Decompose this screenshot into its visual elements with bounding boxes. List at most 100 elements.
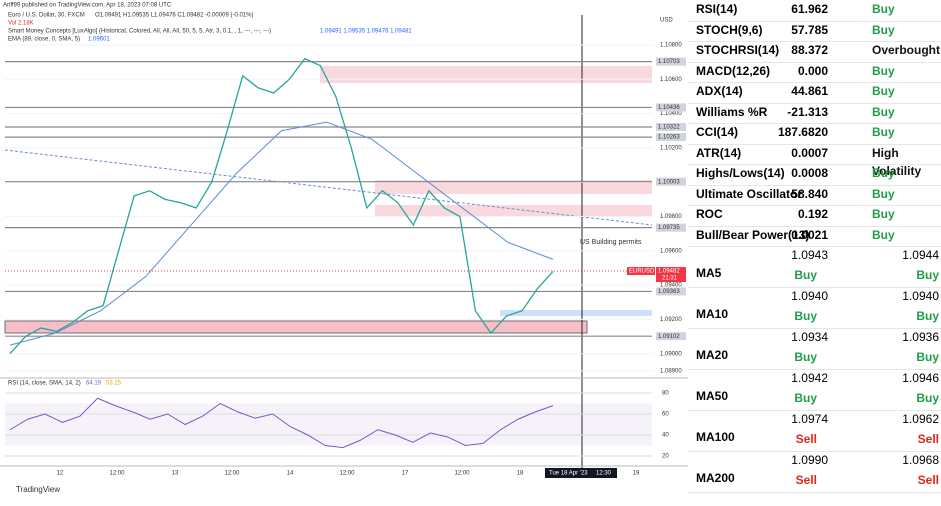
level-box (656, 103, 686, 112)
ma-action: Buy (916, 391, 939, 405)
ma-name: MA5 (696, 266, 722, 280)
cursor-box (545, 468, 617, 478)
indicator-action: High Volatility (872, 145, 922, 178)
indicator-name: ROC (696, 207, 723, 221)
ma-action: Buy (794, 350, 817, 364)
symbol: Euro / U.S. Dollar, 30, FXCM (8, 13, 85, 19)
level-box (656, 133, 686, 142)
indicator-action: Buy (872, 22, 895, 37)
indicator-value: 0.192 (797, 207, 828, 221)
ma-value: 1.0962 (902, 412, 939, 426)
indicator-name: ADX(14) (696, 84, 743, 98)
x-tick-label: 18 (517, 471, 524, 477)
indicator-row: CCI(14) 187.6820 Buy (688, 123, 941, 145)
ma-row: MA100 1.0974 Sell 1.0962 Sell (688, 410, 941, 452)
indicator-name: Ultimate Oscillator (696, 186, 803, 201)
indicator-name: RSI(14) (696, 2, 738, 16)
y-tick-label: 1.10200 (660, 145, 682, 151)
indicator-action: Buy (872, 104, 895, 119)
x-tick-label: 12:00 (454, 471, 470, 477)
indicator-value: 0.0007 (791, 145, 828, 160)
indicator-name: ATR(14) (696, 145, 742, 160)
x-tick-label: 14 (287, 471, 294, 477)
ma-row: MA20 1.0934 Buy 1.0936 Buy (688, 328, 941, 370)
indicator-name: MACD(12,26) (696, 63, 771, 78)
zone (320, 66, 652, 83)
ma-name: MA50 (696, 389, 729, 403)
ma-action: Sell (917, 473, 939, 487)
indicator-value: 57.785 (791, 22, 828, 37)
level-label: 1.10436 (658, 105, 680, 111)
indicator-name: Williams %R (696, 104, 768, 119)
zone (375, 180, 652, 194)
level-label: 1.10003 (658, 179, 680, 185)
indicator-row: Bull/Bear Power(13) 0.0021 Buy (688, 226, 941, 247)
rsi-title: RSI (14, close, SMA, 14, 2) (8, 381, 81, 387)
indicator-table: RSI(14) 61.962 Buy STOCH(9,6) 57.785 Buy STOCH… (688, 0, 941, 501)
price-line (9, 57, 554, 355)
cursor-time: 12:30 (596, 471, 612, 477)
indicator-action: Buy (872, 186, 895, 201)
indicator-value: 88.372 (791, 43, 828, 57)
y-tick-label: 1.08900 (660, 368, 682, 374)
indicator-row: STOCHRSI(14) 88.372 Overbought (688, 41, 941, 63)
zone (375, 205, 652, 217)
ma-action: Sell (795, 432, 817, 446)
chart: Ariff99 published on TradingView.com, Ap… (0, 2, 688, 495)
indicator-name: STOCHRSI(14) (696, 43, 780, 57)
ma-name: MA20 (696, 348, 729, 362)
ma-value: 1.0943 (791, 248, 828, 262)
y-tick-label: 1.10800 (660, 43, 682, 49)
trend-line (4, 149, 653, 226)
smc-values: 1.09491 1.09535 1.09476 1.09481 (320, 29, 412, 35)
indicator-value: 187.6820 (777, 125, 828, 139)
y-tick-label: 1.09600 (660, 248, 682, 254)
level-box (656, 332, 686, 341)
ma-name: MA200 (696, 471, 735, 485)
last-label: 1.09482 (658, 269, 680, 275)
level-label: 1.09363 (658, 289, 680, 295)
ma-action: Sell (795, 473, 817, 487)
ma-action: Buy (916, 268, 939, 282)
y-tick-label: 1.10600 (660, 77, 682, 83)
currency: USD (660, 18, 673, 24)
ma-action: Sell (917, 432, 939, 446)
ma-name: MA10 (696, 307, 729, 321)
rsi-value: 64.19 (86, 381, 102, 387)
level-label: 1.10322 (658, 125, 680, 131)
rsi-tick-label: 40 (662, 433, 669, 439)
indicator-row: Ultimate Oscillator 58.840 Buy (688, 185, 941, 206)
cursor-label: Tue 18 Apr '23 (549, 471, 588, 477)
ma-row: MA200 1.0990 Sell 1.0968 Sell (688, 451, 941, 493)
level-box (656, 223, 686, 232)
symbol-label: EURUSD (629, 269, 655, 275)
ema-value: 1.09601 (88, 37, 110, 43)
last-box (656, 267, 686, 283)
ema-line (9, 121, 554, 346)
ma-action: Buy (794, 309, 817, 323)
level-label: 1.09735 (658, 225, 680, 231)
indicator-value: 0.0008 (791, 166, 828, 180)
countdown: 21:31 (662, 276, 678, 282)
x-tick-label: 13 (172, 471, 179, 477)
indicator-row: STOCH(9,6) 57.785 Buy (688, 21, 941, 42)
ma-action: Buy (794, 268, 817, 282)
x-tick-label: 12 (57, 471, 64, 477)
level-box (656, 287, 686, 296)
indicator-action: Overbought (872, 43, 940, 57)
footer: TradingView (16, 485, 60, 494)
ma-value: 1.0940 (902, 289, 939, 303)
x-tick-label: 17 (402, 471, 409, 477)
ma-value: 1.0974 (791, 412, 828, 426)
ma-row: MA10 1.0940 Buy 1.0940 Buy (688, 287, 941, 329)
indicator-row: ATR(14) 0.0007 High Volatility (688, 144, 941, 178)
indicator-action: Buy (872, 2, 895, 16)
level-box (656, 57, 686, 66)
level-label: 1.10263 (658, 135, 680, 141)
rsi-band (5, 403, 652, 446)
ema: EMA (89, close, 0, SMA, 5) (8, 37, 80, 43)
ma-action: Buy (794, 391, 817, 405)
x-tick-label: 19 (633, 471, 640, 477)
ma-action: Buy (916, 309, 939, 323)
